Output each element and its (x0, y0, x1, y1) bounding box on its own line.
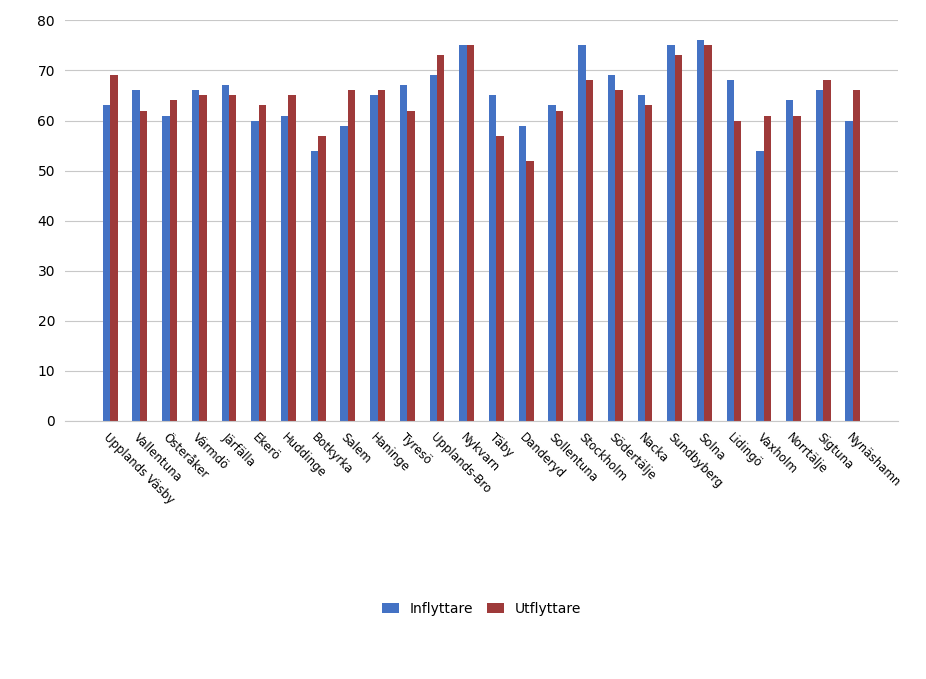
Bar (378, 90, 385, 421)
Bar (341, 126, 348, 421)
Bar (637, 96, 644, 421)
Bar (734, 121, 742, 421)
Bar (644, 105, 652, 421)
Bar (430, 75, 437, 421)
Bar (727, 80, 734, 421)
Bar (496, 136, 504, 421)
Bar (132, 90, 140, 421)
Bar (615, 90, 622, 421)
Bar (311, 151, 319, 421)
Bar (407, 111, 415, 421)
Bar (823, 80, 831, 421)
Bar (400, 86, 407, 421)
Bar (437, 56, 444, 421)
Bar (110, 75, 118, 421)
Bar (199, 96, 206, 421)
Bar (251, 121, 258, 421)
Legend: Inflyttare, Utflyttare: Inflyttare, Utflyttare (376, 596, 587, 621)
Bar (348, 90, 356, 421)
Bar (816, 90, 823, 421)
Bar (103, 105, 110, 421)
Bar (258, 105, 266, 421)
Bar (794, 115, 801, 421)
Bar (370, 96, 378, 421)
Bar (519, 126, 526, 421)
Bar (757, 151, 764, 421)
Bar (585, 80, 593, 421)
Bar (705, 45, 712, 421)
Bar (786, 100, 794, 421)
Bar (764, 115, 771, 421)
Bar (853, 90, 860, 421)
Bar (140, 111, 147, 421)
Bar (169, 100, 177, 421)
Bar (845, 121, 853, 421)
Bar (675, 56, 682, 421)
Bar (281, 115, 288, 421)
Bar (319, 136, 326, 421)
Bar (192, 90, 199, 421)
Bar (607, 75, 615, 421)
Bar (229, 96, 236, 421)
Bar (467, 45, 474, 421)
Bar (526, 160, 533, 421)
Bar (578, 45, 585, 421)
Bar (459, 45, 467, 421)
Bar (697, 41, 705, 421)
Bar (221, 86, 229, 421)
Bar (556, 111, 563, 421)
Bar (548, 105, 556, 421)
Bar (668, 45, 675, 421)
Bar (162, 115, 169, 421)
Bar (489, 96, 496, 421)
Bar (288, 96, 295, 421)
